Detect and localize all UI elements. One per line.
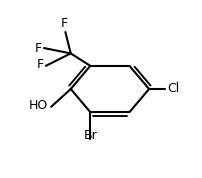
Text: Br: Br: [83, 129, 97, 142]
Text: F: F: [35, 41, 42, 55]
Text: HO: HO: [29, 99, 48, 112]
Text: F: F: [37, 58, 44, 72]
Text: F: F: [61, 17, 68, 30]
Text: Cl: Cl: [167, 82, 179, 96]
